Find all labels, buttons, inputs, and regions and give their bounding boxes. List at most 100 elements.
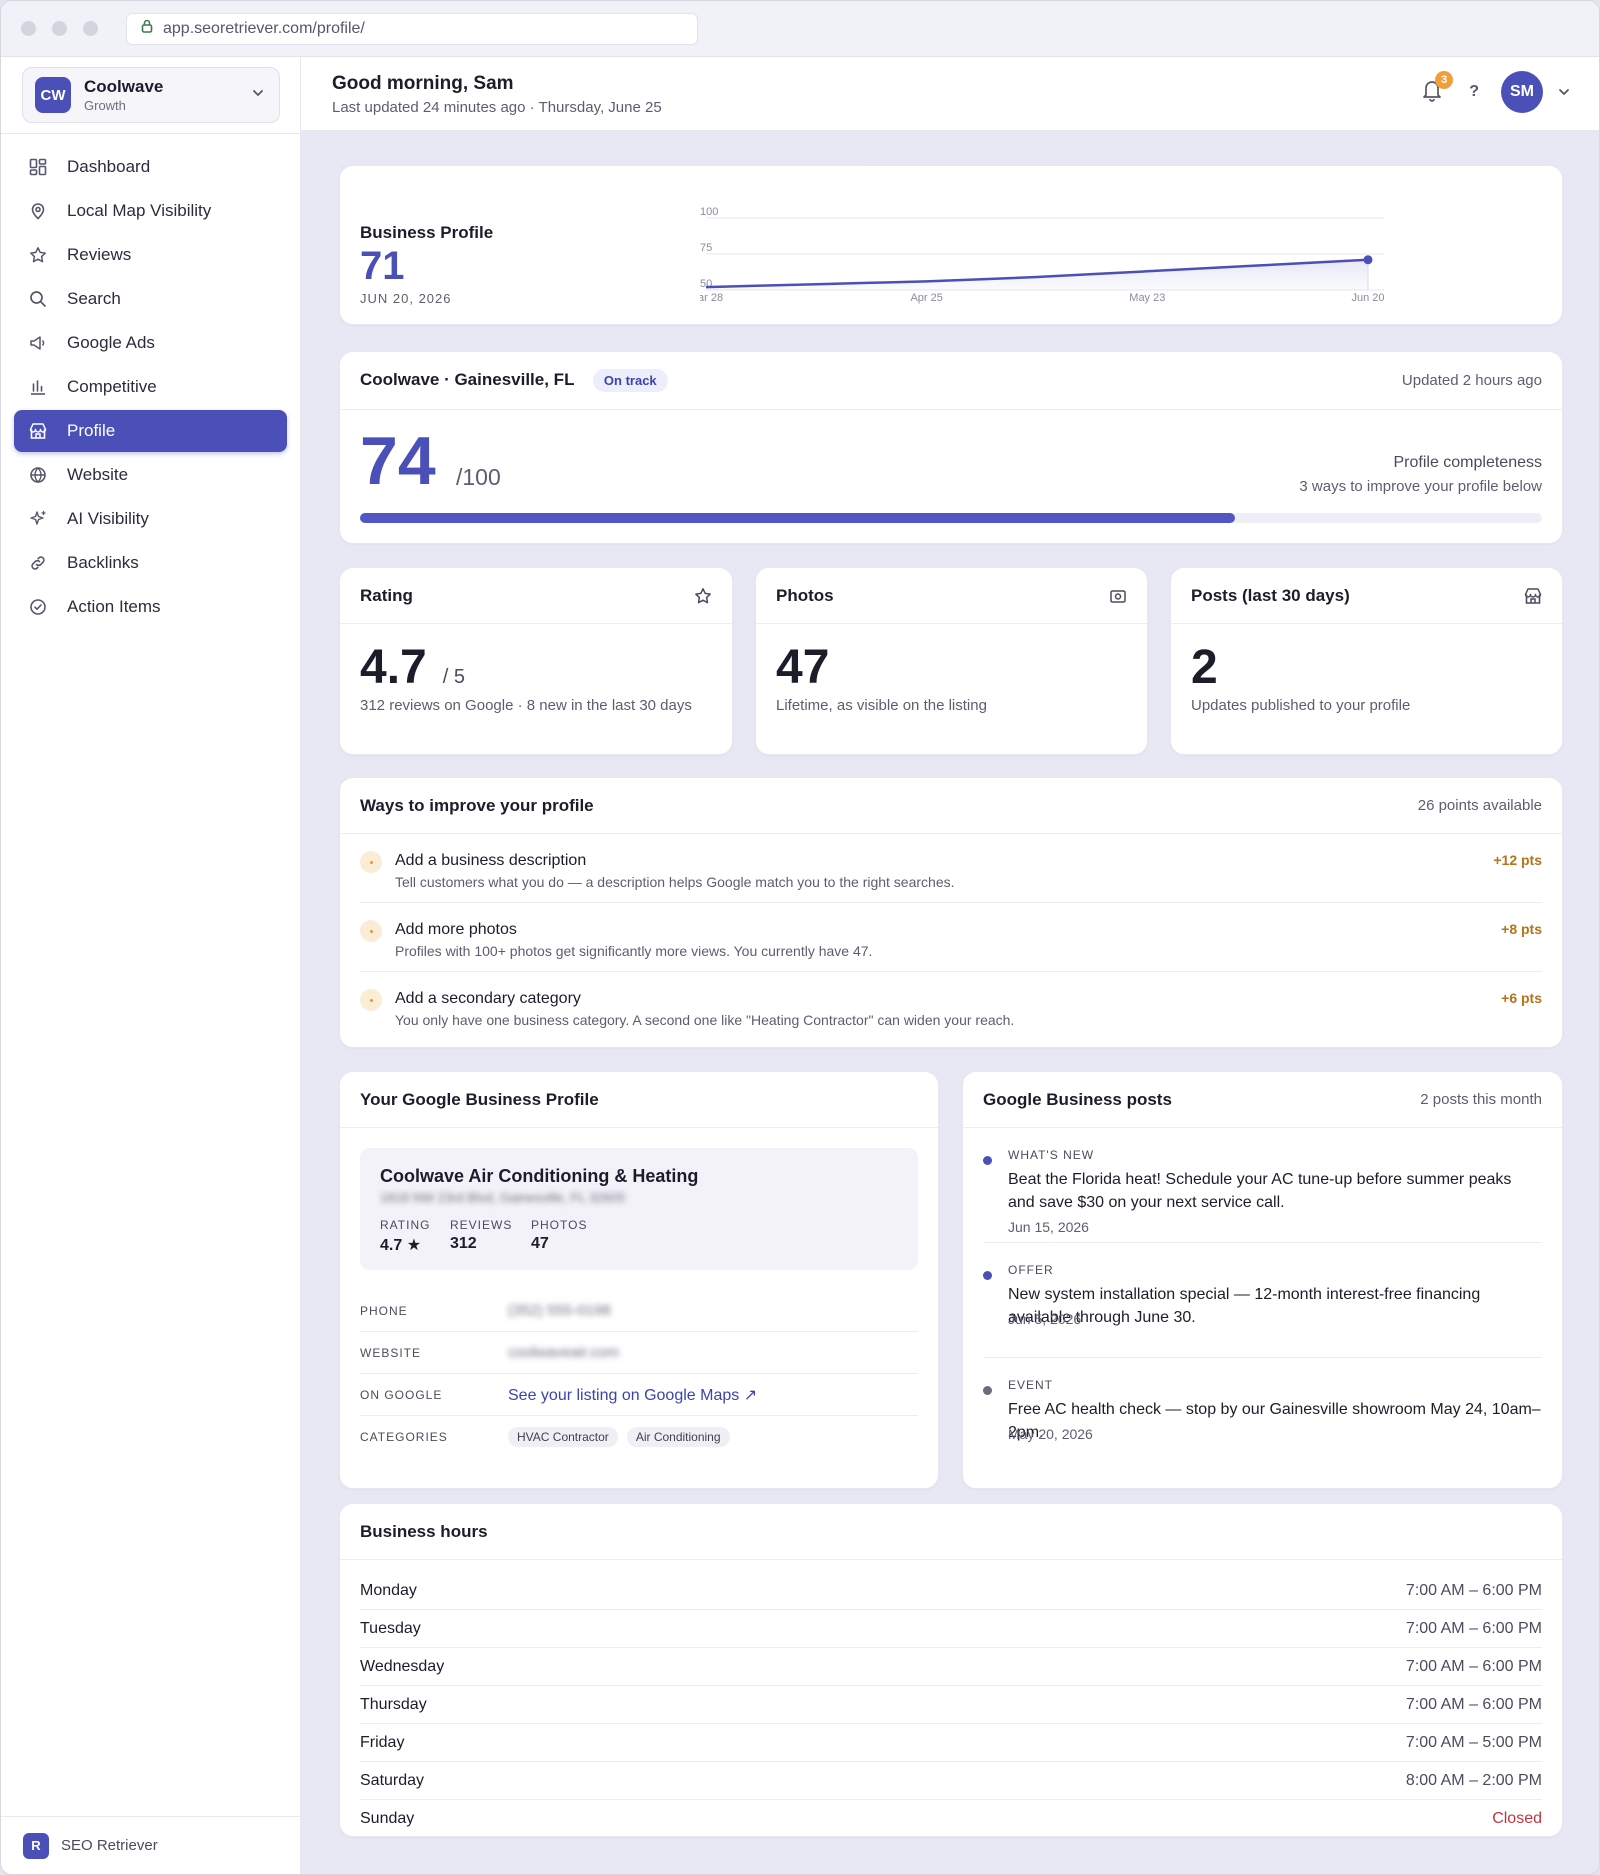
minimize-window-dot[interactable] xyxy=(52,21,67,36)
hours-day: Saturday xyxy=(360,1771,425,1789)
gbp-phone-row: PHONE (352) 555-0198 xyxy=(360,1290,918,1332)
gbp-categories-label: CATEGORIES xyxy=(360,1430,448,1444)
sidebar-item-label: Dashboard xyxy=(67,157,151,176)
sidebar-item-profile[interactable]: Profile xyxy=(14,410,287,452)
sidebar-item-action-items[interactable]: Action Items xyxy=(14,586,287,628)
lock-icon xyxy=(141,19,153,38)
post-item[interactable]: OFFER New system installation special — 1… xyxy=(983,1243,1542,1358)
sidebar-item-backlinks[interactable]: Backlinks xyxy=(14,542,287,584)
posts-last-30-days-value: 2 xyxy=(1191,641,1218,694)
chart-area xyxy=(706,259,1368,290)
hours-row: Sunday Closed xyxy=(360,1800,1542,1838)
rating-value: 4.7 xyxy=(360,641,427,694)
hours-day: Tuesday xyxy=(360,1619,421,1637)
google-maps-link[interactable]: See your listing on Google Maps ↗ xyxy=(508,1386,758,1404)
improve-item[interactable]: Add a business description Tell customers… xyxy=(360,834,1542,903)
rating-title: Rating xyxy=(360,585,413,605)
megaphone-icon xyxy=(28,333,48,353)
chart-last-point xyxy=(1363,255,1373,265)
workspace-plan: Growth xyxy=(84,98,126,113)
notifications-button[interactable]: 3 xyxy=(1417,71,1454,107)
improve-item-points: +12 pts xyxy=(1493,852,1542,868)
globe-icon xyxy=(28,465,48,485)
sidebar-item-local-map-visibility[interactable]: Local Map Visibility xyxy=(14,190,287,232)
sidebar-item-competitive[interactable]: Competitive xyxy=(14,366,287,408)
sidebar-divider xyxy=(1,133,300,134)
profile-score-max: /100 xyxy=(456,464,501,490)
status-badge: On track xyxy=(592,369,668,392)
hours-value: 7:00 AM – 6:00 PM xyxy=(1405,1657,1542,1675)
sidebar-item-search[interactable]: Search xyxy=(14,278,287,320)
posts-last-30-days-sub: Updates published to your profile xyxy=(1191,697,1411,714)
main-content: Business Profile 71 JUN 20, 2026 50 75 100… xyxy=(301,131,1599,1874)
chart-series-line xyxy=(705,258,1369,289)
close-window-dot[interactable] xyxy=(21,21,36,36)
gbp-reviews-label: REVIEWS xyxy=(450,1218,513,1232)
topbar: Good morning, Sam Last updated 24 minute… xyxy=(301,57,1599,131)
sidebar-item-label: Search xyxy=(67,289,121,308)
sidebar-item-website[interactable]: Website xyxy=(14,454,287,496)
sidebar-item-google-ads[interactable]: Google Ads xyxy=(14,322,287,364)
chart-y-tick-label: 100 xyxy=(700,206,718,218)
star-icon xyxy=(694,587,712,605)
sidebar-item-label: Local Map Visibility xyxy=(67,201,212,220)
post-date: Jun 5, 2026 xyxy=(1008,1311,1082,1327)
link-icon xyxy=(28,553,48,573)
improve-status-dot xyxy=(360,851,382,873)
sidebar-item-label: AI Visibility xyxy=(67,509,149,528)
post-item[interactable]: WHAT'S NEW Beat the Florida heat! Schedul… xyxy=(983,1128,1542,1243)
chevron-down-icon xyxy=(251,86,265,105)
improve-item[interactable]: Add more photos Profiles with 100+ photos… xyxy=(360,903,1542,972)
gbp-website: coolwaveair.com xyxy=(508,1344,619,1361)
completeness-progress-fill xyxy=(360,513,1235,523)
hours-row: Friday 7:00 AM – 5:00 PM xyxy=(360,1724,1542,1762)
photos-sub: Lifetime, as visible on the listing xyxy=(776,697,987,714)
chart-x-tick-label: Apr 25 xyxy=(910,292,942,304)
improve-item[interactable]: Add a secondary category You only have on… xyxy=(360,972,1542,1041)
gbp-website-label: WEBSITE xyxy=(360,1345,422,1360)
sidebar-item-ai-visibility[interactable]: AI Visibility xyxy=(14,498,287,540)
business-profile-score: 71 xyxy=(360,244,405,288)
improve-title: Ways to improve your profile xyxy=(360,795,594,815)
sidebar-item-reviews[interactable]: Reviews xyxy=(14,234,287,276)
profile-status-card: Coolwave · Gainesville, FL On track Upda… xyxy=(339,351,1563,544)
hours-day: Thursday xyxy=(360,1695,427,1713)
maximize-window-dot[interactable] xyxy=(83,21,98,36)
hours-day: Sunday xyxy=(360,1810,415,1827)
map-pin-icon xyxy=(28,201,48,221)
gbp-rating-label: RATING xyxy=(380,1218,431,1232)
improve-item-desc: You only have one business category. A s… xyxy=(395,1012,1015,1028)
hours-title: Business hours xyxy=(360,1521,488,1541)
greeting: Good morning, Sam xyxy=(332,73,514,94)
help-button[interactable]: ? xyxy=(1469,83,1479,100)
posts-last-30-days-title: Posts (last 30 days) xyxy=(1191,585,1350,605)
gbp-business-name: Coolwave Air Conditioning & Heating xyxy=(380,1166,699,1186)
sidebar-item-label: Action Items xyxy=(67,597,161,616)
search-icon xyxy=(28,289,48,309)
workspace-switcher[interactable]: CW Coolwave Growth xyxy=(22,67,280,123)
sidebar-item-label: Backlinks xyxy=(67,553,139,572)
storefront-icon xyxy=(1524,587,1542,605)
post-type: EVENT xyxy=(1008,1378,1054,1392)
hours-day: Monday xyxy=(360,1581,417,1599)
workspace-name: Coolwave xyxy=(84,77,164,96)
gbp-categories-row: CATEGORIES HVAC Contractor Air Conditioni… xyxy=(360,1416,918,1458)
gbp-google-row: ON GOOGLE See your listing on Google Map… xyxy=(360,1374,918,1416)
chevron-down-icon[interactable] xyxy=(1557,85,1571,99)
chart-y-tick-label: 75 xyxy=(700,242,712,254)
sidebar-item-dashboard[interactable]: Dashboard xyxy=(14,146,287,188)
avatar[interactable]: SM xyxy=(1501,71,1543,113)
gbp-photos-label: PHOTOS xyxy=(531,1218,588,1232)
posts-card: Google Business posts 2 posts this month… xyxy=(962,1071,1563,1489)
workspace-logo: CW xyxy=(35,77,71,113)
chart-x-tick-label: May 23 xyxy=(1129,292,1165,304)
sidebar-footer: R SEO Retriever xyxy=(1,1816,300,1874)
photos-card: Photos 47 Lifetime, as visible on the list… xyxy=(755,567,1148,755)
address-bar[interactable]: app.seoretriever.com/profile/ xyxy=(126,12,698,45)
category-chip: Air Conditioning xyxy=(626,1427,730,1447)
post-item[interactable]: EVENT Free AC health check — stop by our … xyxy=(983,1358,1542,1468)
improve-card: Ways to improve your profile 26 points a… xyxy=(339,777,1563,1048)
bell-icon xyxy=(1421,78,1443,107)
rating-suffix: / 5 xyxy=(442,666,465,688)
